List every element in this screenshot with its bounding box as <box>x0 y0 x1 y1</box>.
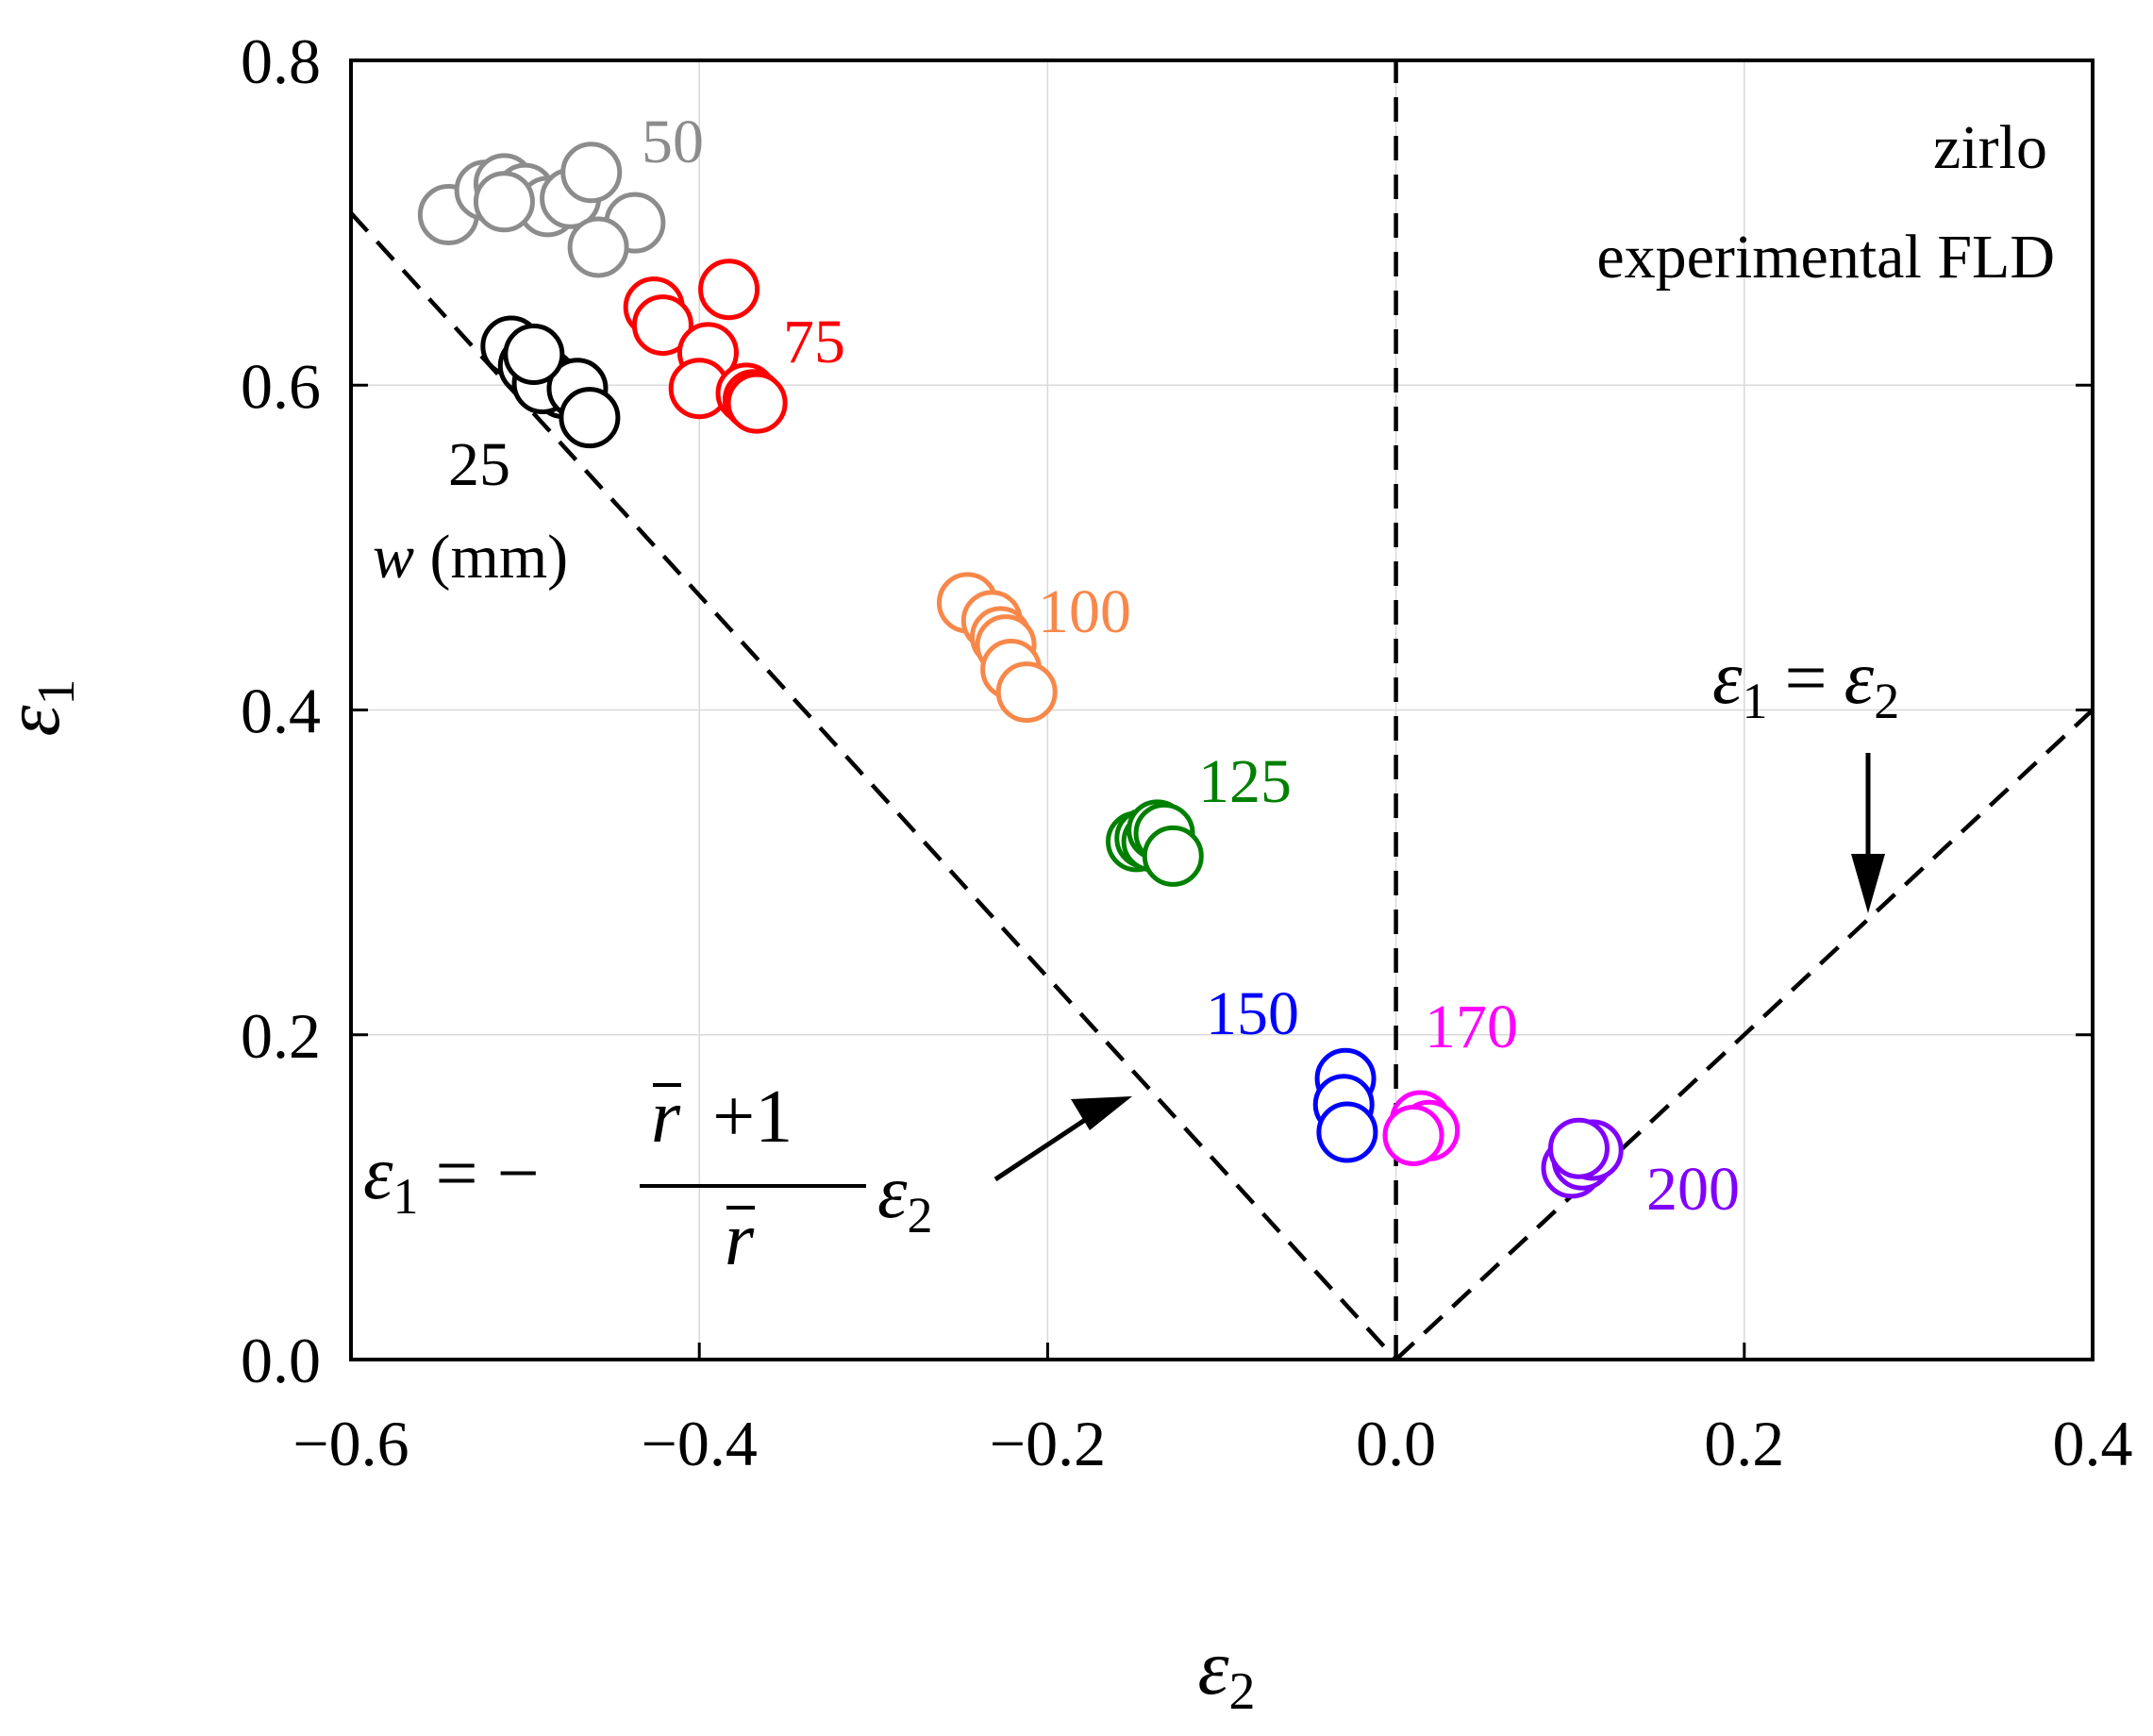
y-axis-label: ε1 <box>0 678 86 736</box>
eq-left-equals: = − <box>436 1132 540 1215</box>
label-170: 170 <box>1425 993 1518 1061</box>
eq-right-equals: = <box>1785 637 1828 720</box>
x-axis-label: ε2 <box>1197 1624 1255 1721</box>
arrow-left-head <box>1071 1096 1132 1130</box>
data-point-w50 <box>567 216 629 278</box>
eq-right-lhs-sub: 1 <box>1743 673 1768 729</box>
y-tick-label: 0.0 <box>241 1325 321 1396</box>
x-tick-label: −0.6 <box>292 1408 409 1479</box>
x-tick-label: −0.4 <box>642 1408 758 1479</box>
svg-text:ε2: ε2 <box>877 1151 933 1244</box>
data-point-w170 <box>1382 1104 1444 1166</box>
arrow-right-head <box>1851 854 1885 913</box>
eq-left-num-r: r <box>651 1076 681 1159</box>
svg-text:ε1=ε2: ε1 = ε2 <box>1712 637 1899 729</box>
y-tick-label: 0.2 <box>241 1000 321 1072</box>
label-100: 100 <box>1038 577 1131 646</box>
annotation-subtitle: experimental FLD <box>1596 223 2055 292</box>
eq-right-lhs-symbol: ε <box>1712 637 1743 720</box>
svg-text:r +1: r +1 <box>651 1076 793 1159</box>
data-point-w25 <box>559 387 621 449</box>
data-point-w25 <box>503 324 565 386</box>
data-point-w75 <box>726 372 788 434</box>
annotation-material: zirlo <box>1933 113 2047 182</box>
x-tick-label: −0.2 <box>990 1408 1106 1479</box>
eq-left-den-r: r <box>725 1198 755 1281</box>
data-point-w200 <box>1547 1117 1610 1179</box>
eq-left-lhs-sub: 1 <box>393 1168 419 1225</box>
label-200: 200 <box>1646 1155 1740 1224</box>
data-point-w75 <box>698 259 760 321</box>
eq-left-lhs-symbol: ε <box>363 1132 393 1215</box>
data-point-w125 <box>1142 825 1204 887</box>
equation-left: ε1 = − r +1 r ε2 <box>363 1076 1132 1281</box>
x-tick-label: 0.0 <box>1356 1408 1436 1479</box>
data-points <box>417 142 1624 1199</box>
eq-right-rhs-symbol: ε <box>1844 637 1875 720</box>
reference-line-right-branch <box>1394 708 2095 1361</box>
eq-left-num-rest: +1 <box>693 1076 793 1159</box>
x-tick-label: 0.2 <box>1704 1408 1784 1479</box>
data-point-w50 <box>560 142 623 204</box>
width-legend: w (mm) <box>373 523 568 592</box>
data-point-w75 <box>631 294 693 357</box>
x-tick-label: 0.4 <box>2053 1408 2133 1479</box>
y-tick-label: 0.8 <box>241 25 321 97</box>
label-75: 75 <box>783 308 845 376</box>
label-125: 125 <box>1198 747 1292 816</box>
axis-ticks: −0.6 −0.4 −0.2 0.0 0.2 0.4 0.0 0.2 0.4 0.6 0.8 <box>241 25 2133 1479</box>
arrow-left-shaft <box>993 1117 1087 1182</box>
data-point-w50 <box>473 171 535 233</box>
equation-right: ε1 = ε2 <box>1712 637 1899 913</box>
data-point-w150 <box>1316 1101 1378 1163</box>
reference-line-left-branch <box>349 211 1398 1361</box>
label-150: 150 <box>1206 979 1299 1048</box>
eq-left-rhs-sub: 2 <box>908 1187 933 1244</box>
label-25: 25 <box>448 430 510 499</box>
y-tick-label: 0.6 <box>241 350 321 422</box>
eq-left-rhs-symbol: ε <box>877 1151 908 1234</box>
data-point-w100 <box>995 661 1058 724</box>
eq-right-rhs-sub: 2 <box>1874 673 1899 729</box>
label-50: 50 <box>642 108 704 176</box>
svg-text:ε1= −: ε1 = − <box>363 1132 540 1225</box>
y-tick-label: 0.4 <box>241 676 321 747</box>
